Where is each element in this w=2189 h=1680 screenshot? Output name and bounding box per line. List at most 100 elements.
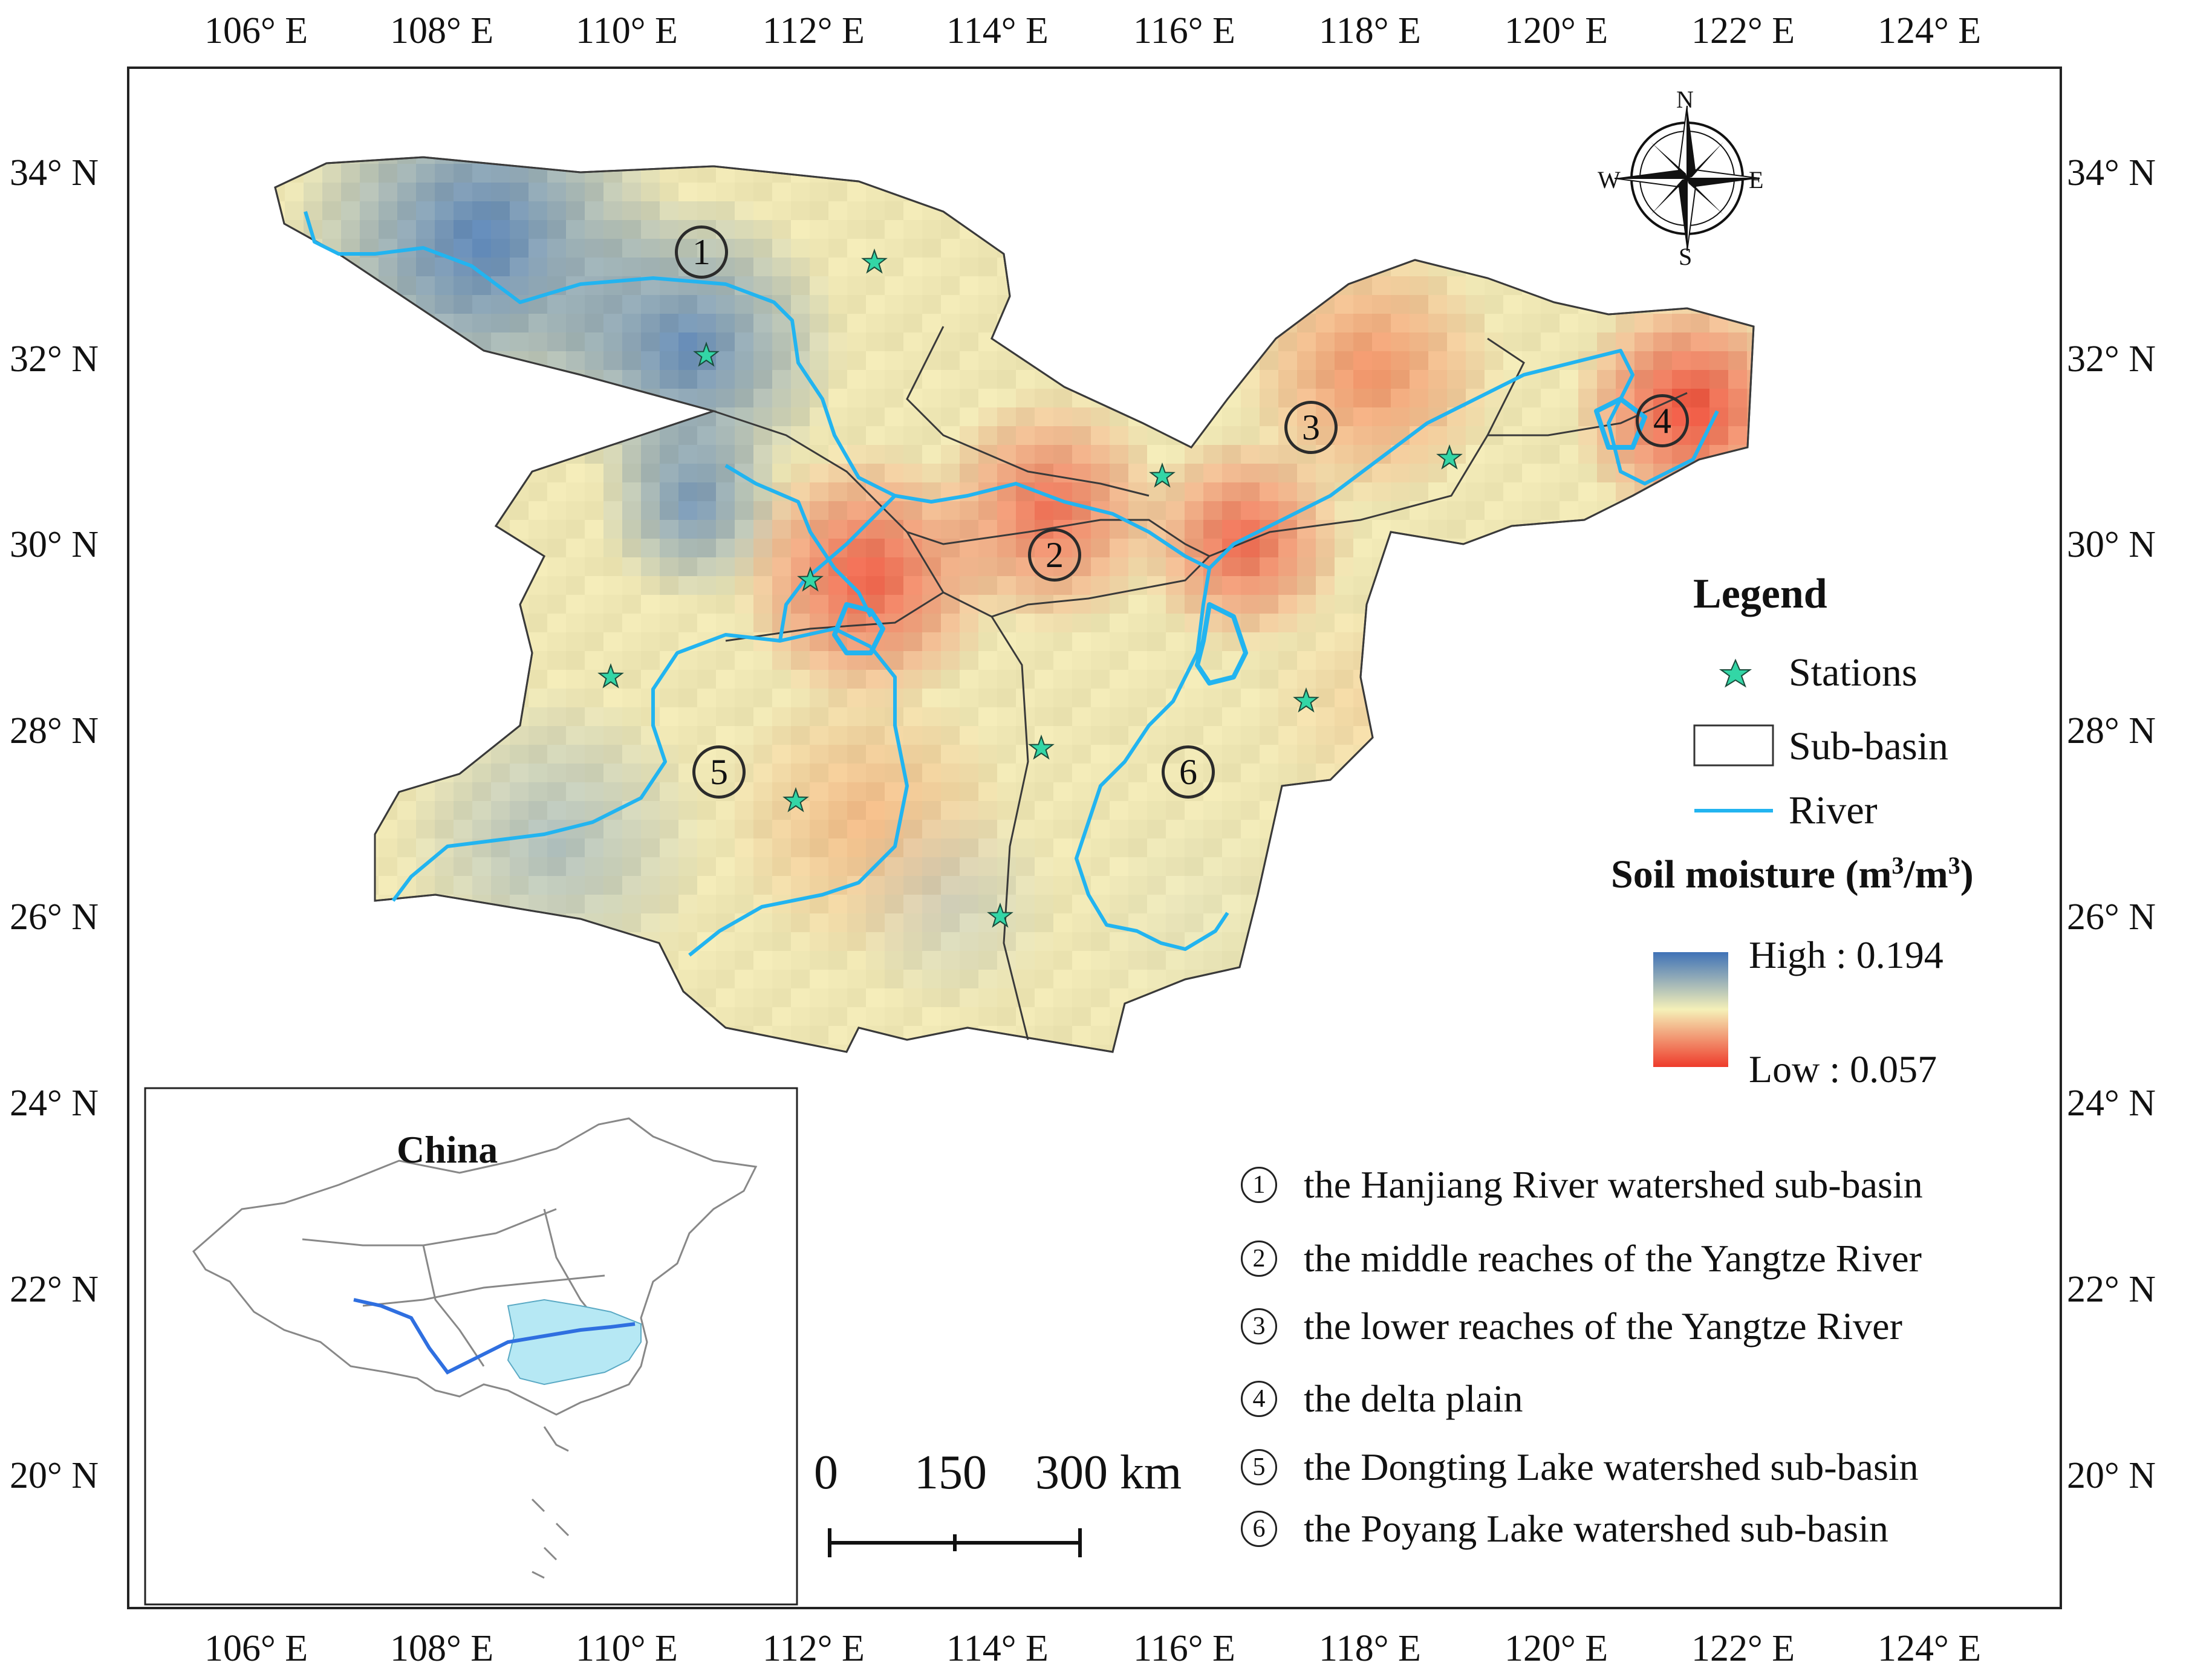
raster-cell: [454, 876, 473, 895]
raster-cell: [491, 201, 510, 221]
raster-cell: [678, 857, 698, 877]
raster-cell: [1560, 501, 1579, 521]
raster-cell: [810, 820, 829, 839]
raster-cell: [1128, 689, 1148, 708]
raster-cell: [772, 370, 792, 389]
raster-cell: [641, 820, 660, 839]
raster-cell: [791, 201, 810, 221]
raster-cell: [960, 820, 979, 839]
raster-cell: [1522, 482, 1541, 502]
raster-cell: [641, 464, 660, 483]
raster-cell: [622, 614, 642, 633]
tick-bottom-7: 120° E: [1504, 1628, 1608, 1669]
raster-cell: [1203, 726, 1223, 745]
raster-cell: [847, 670, 867, 689]
raster-cell: [772, 201, 792, 221]
raster-cell: [566, 258, 585, 277]
raster-cell: [379, 164, 398, 183]
raster-cell: [641, 576, 660, 595]
station-marker-star-icon: [1293, 687, 1319, 713]
raster-cell: [903, 464, 923, 483]
raster-cell: [1128, 426, 1148, 446]
raster-cell: [866, 913, 885, 933]
raster-cell: [997, 932, 1016, 952]
raster-cell: [1522, 445, 1541, 464]
raster-cell: [529, 857, 548, 877]
raster-cell: [1485, 501, 1504, 521]
raster-cell: [678, 464, 698, 483]
raster-cell: [791, 932, 810, 952]
raster-cell: [997, 745, 1016, 764]
raster-cell: [566, 689, 585, 708]
raster-cell: [885, 782, 904, 802]
station-marker-star-icon: [861, 248, 888, 274]
raster-cell: [960, 389, 979, 408]
raster-cell: [1260, 689, 1279, 708]
raster-cell: [678, 351, 698, 371]
raster-cell: [1035, 838, 1054, 858]
raster-cell: [772, 520, 792, 539]
raster-cell: [1166, 576, 1185, 595]
raster-cell: [1110, 782, 1129, 802]
raster-cell: [847, 557, 867, 577]
raster-cell: [1016, 838, 1035, 858]
raster-cell: [603, 782, 623, 802]
raster-cell: [1166, 820, 1185, 839]
raster-cell: [1597, 370, 1616, 389]
raster-cell: [1485, 464, 1504, 483]
raster-cell: [1185, 520, 1204, 539]
tick-top-7: 120° E: [1504, 10, 1608, 51]
raster-cell: [585, 351, 604, 371]
raster-cell: [903, 1007, 923, 1026]
raster-cell: [772, 951, 792, 970]
raster-cell: [941, 801, 960, 820]
raster-cell: [1016, 370, 1035, 389]
raster-cell: [885, 464, 904, 483]
raster-cell: [1541, 482, 1560, 502]
raster-cell: [678, 539, 698, 558]
raster-cell: [1260, 707, 1279, 727]
raster-cell: [660, 220, 679, 239]
raster-cell: [697, 201, 717, 221]
raster-cell: [735, 876, 754, 895]
raster-cell: [472, 295, 492, 314]
raster-cell: [341, 201, 360, 221]
raster-cell: [322, 220, 342, 239]
raster-cell: [847, 614, 867, 633]
raster-cell: [397, 183, 417, 202]
raster-cell: [1185, 895, 1204, 914]
raster-cell: [379, 876, 398, 895]
raster-cell: [603, 351, 623, 371]
raster-cell: [1391, 276, 1410, 296]
raster-cell: [1278, 707, 1298, 727]
raster-cell: [753, 276, 773, 296]
raster-cell: [1016, 895, 1035, 914]
raster-cell: [1053, 1007, 1073, 1026]
raster-cell: [678, 876, 698, 895]
raster-cell: [585, 332, 604, 352]
raster-cell: [1241, 689, 1260, 708]
raster-cell: [566, 876, 585, 895]
raster-cell: [960, 407, 979, 427]
raster-cell: [1709, 351, 1729, 371]
raster-cell: [622, 838, 642, 858]
raster-cell: [1428, 332, 1448, 352]
raster-cell: [472, 801, 492, 820]
raster-cell: [585, 895, 604, 914]
raster-cell: [1053, 745, 1073, 764]
raster-cell: [978, 576, 998, 595]
raster-cell: [1091, 951, 1110, 970]
compass-north-label: N: [1676, 86, 1694, 113]
station-markers: [597, 248, 1463, 928]
raster-cell: [641, 201, 660, 221]
raster-cell: [1128, 782, 1148, 802]
raster-cell: [791, 464, 810, 483]
raster-cell: [978, 970, 998, 989]
raster-cell: [903, 838, 923, 858]
raster-cell: [716, 539, 735, 558]
tick-top-4: 114° E: [946, 10, 1049, 51]
raster-cell: [735, 801, 754, 820]
tick-top-8: 122° E: [1691, 10, 1795, 51]
raster-cell: [922, 764, 942, 783]
raster-cell: [566, 895, 585, 914]
